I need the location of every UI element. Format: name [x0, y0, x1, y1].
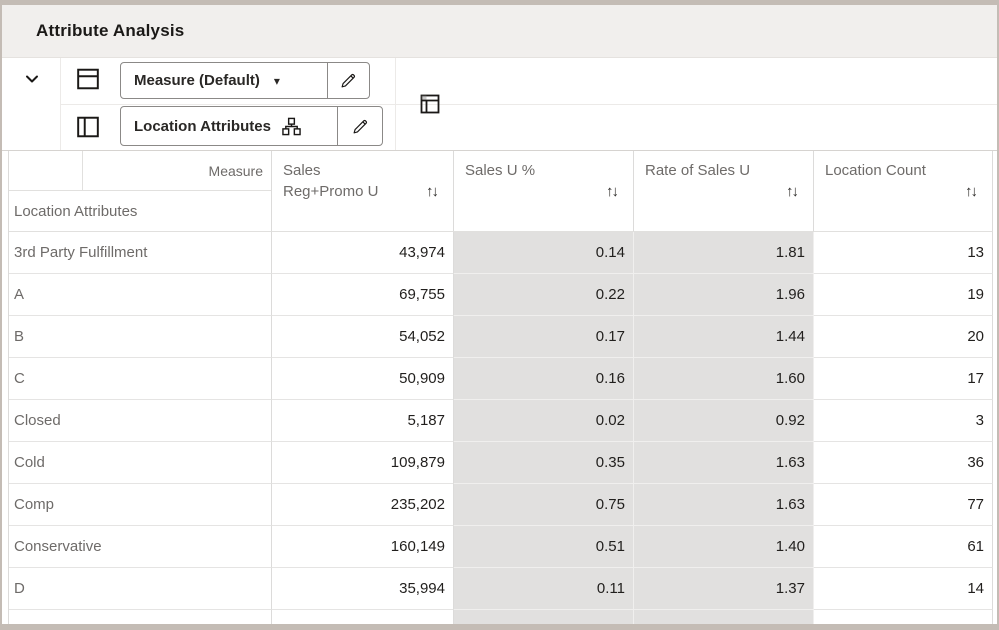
- cell-location-count[interactable]: 3: [814, 400, 993, 442]
- hierarchy-icon: [282, 117, 301, 136]
- pencil-icon: [340, 72, 357, 89]
- column-header-label: Sales: [283, 162, 321, 179]
- cell-sales-u-pct[interactable]: 0.16: [454, 358, 634, 400]
- table-row: D 35,994 0.11 1.37 14: [2, 568, 997, 610]
- cell-location-count[interactable]: 13: [814, 232, 993, 274]
- pivot-layout-icon[interactable]: [419, 93, 441, 115]
- cell-sales-u-pct[interactable]: 0.35: [454, 442, 634, 484]
- column-header-rate-of-sales-u: Rate of Sales U ↑↓: [634, 151, 814, 232]
- corner-top: Measure: [9, 151, 271, 191]
- title-bar: Attribute Analysis: [2, 5, 997, 58]
- cell-rate-of-sales-u[interactable]: 1.63: [634, 442, 814, 484]
- column-header-label: Reg+Promo U: [283, 183, 379, 200]
- row-label[interactable]: 3rd Party Fulfillment: [9, 232, 272, 274]
- cell-sales-reg-promo-u[interactable]: 50,909: [272, 358, 454, 400]
- cell-sales-u-pct[interactable]: 0.02: [454, 400, 634, 442]
- row-label[interactable]: A: [9, 274, 272, 316]
- cell-sales-reg-promo-u[interactable]: 160,149: [272, 526, 454, 568]
- axis-toolbar: Measure (Default) ▾ Location Attributes: [2, 58, 997, 151]
- row-label[interactable]: Conservative: [9, 526, 272, 568]
- table-row: B 54,052 0.17 1.44 20: [2, 316, 997, 358]
- right-gutter: [993, 151, 997, 232]
- measure-axis-dropdown[interactable]: Measure (Default) ▾: [121, 63, 327, 98]
- measure-axis-edit-button[interactable]: [327, 63, 369, 98]
- row-label[interactable]: D: [9, 568, 272, 610]
- cell-sales-reg-promo-u[interactable]: 5,187: [272, 400, 454, 442]
- cell-rate-of-sales-u[interactable]: 1.44: [634, 316, 814, 358]
- table-row: Closed 5,187 0.02 0.92 3: [2, 400, 997, 442]
- cell-sales-u-pct[interactable]: 0.14: [454, 232, 634, 274]
- table-row: 3rd Party Fulfillment 43,974 0.14 1.81 1…: [2, 232, 997, 274]
- cell-sales-reg-promo-u[interactable]: 109,879: [272, 442, 454, 484]
- table-row-clipped: [2, 610, 997, 624]
- cell-location-count[interactable]: 17: [814, 358, 993, 400]
- columns-axis-title: Measure: [208, 162, 263, 179]
- attribute-axis-button-group: Location Attributes: [120, 106, 383, 146]
- column-header-label: Rate of Sales U: [645, 162, 751, 179]
- cell-rate-of-sales-u[interactable]: 1.60: [634, 358, 814, 400]
- row-label[interactable]: Closed: [9, 400, 272, 442]
- cell-sales-reg-promo-u[interactable]: 54,052: [272, 316, 454, 358]
- rows-axis-icon[interactable]: [76, 67, 100, 91]
- column-header-sales-reg-promo-u: Sales Reg+Promo U ↑↓: [272, 151, 454, 232]
- cell-sales-reg-promo-u[interactable]: 235,202: [272, 484, 454, 526]
- column-header-location-count: Location Count ↑↓: [814, 151, 993, 232]
- pencil-icon: [352, 118, 369, 135]
- rows-axis-title: Location Attributes: [14, 202, 138, 220]
- cell-location-count[interactable]: 36: [814, 442, 993, 484]
- sort-icon[interactable]: ↑↓: [606, 183, 619, 200]
- cell-location-count[interactable]: 19: [814, 274, 993, 316]
- row-label[interactable]: C: [9, 358, 272, 400]
- page-title: Attribute Analysis: [36, 21, 185, 40]
- table-row: Conservative 160,149 0.51 1.40 61: [2, 526, 997, 568]
- cell-sales-reg-promo-u[interactable]: 69,755: [272, 274, 454, 316]
- cell-rate-of-sales-u[interactable]: 1.40: [634, 526, 814, 568]
- cell-rate-of-sales-u[interactable]: 1.37: [634, 568, 814, 610]
- cell-sales-u-pct[interactable]: 0.22: [454, 274, 634, 316]
- cell-location-count[interactable]: 77: [814, 484, 993, 526]
- collapse-chevron-down-icon[interactable]: [22, 69, 42, 89]
- row-label[interactable]: Cold: [9, 442, 272, 484]
- cell-rate-of-sales-u[interactable]: 0.92: [634, 400, 814, 442]
- column-header-sales-u-pct: Sales U % ↑↓: [454, 151, 634, 232]
- sort-icon[interactable]: ↑↓: [786, 183, 799, 200]
- corner-spacer: [9, 151, 83, 190]
- cell-sales-reg-promo-u[interactable]: 35,994: [272, 568, 454, 610]
- cell-rate-of-sales-u[interactable]: 1.81: [634, 232, 814, 274]
- attribute-axis-label: Location Attributes: [134, 117, 271, 135]
- left-gutter: [2, 151, 9, 232]
- cell-location-count[interactable]: 14: [814, 568, 993, 610]
- table-row: A 69,755 0.22 1.96 19: [2, 274, 997, 316]
- table-row: Cold 109,879 0.35 1.63 36: [2, 442, 997, 484]
- cell-sales-u-pct[interactable]: 0.17: [454, 316, 634, 358]
- attribute-axis-edit-button[interactable]: [337, 107, 382, 145]
- table-row: Comp 235,202 0.75 1.63 77: [2, 484, 997, 526]
- row-label[interactable]: Comp: [9, 484, 272, 526]
- column-header-label: Location Count: [825, 162, 926, 179]
- sort-icon[interactable]: ↑↓: [965, 183, 978, 200]
- cell-sales-u-pct[interactable]: 0.75: [454, 484, 634, 526]
- cell-sales-u-pct[interactable]: 0.51: [454, 526, 634, 568]
- sort-icon[interactable]: ↑↓: [426, 183, 439, 200]
- cell-rate-of-sales-u[interactable]: 1.63: [634, 484, 814, 526]
- cell-sales-u-pct[interactable]: 0.11: [454, 568, 634, 610]
- table-header-row: Measure Location Attributes Sales Reg+Pr…: [2, 151, 997, 232]
- measure-axis-button-group: Measure (Default) ▾: [120, 62, 370, 99]
- caret-down-icon: ▾: [273, 73, 280, 88]
- toolbar-divider: [60, 104, 997, 105]
- corner-header-cell: Measure Location Attributes: [9, 151, 272, 232]
- cell-location-count[interactable]: 61: [814, 526, 993, 568]
- attribute-axis-dropdown[interactable]: Location Attributes: [121, 107, 337, 145]
- measure-axis-label: Measure (Default): [134, 72, 260, 89]
- row-label[interactable]: B: [9, 316, 272, 358]
- columns-axis-icon[interactable]: [76, 115, 100, 139]
- cell-sales-reg-promo-u[interactable]: 43,974: [272, 232, 454, 274]
- cell-location-count[interactable]: 20: [814, 316, 993, 358]
- table-row: C 50,909 0.16 1.60 17: [2, 358, 997, 400]
- column-header-label: Sales U %: [465, 162, 536, 179]
- cell-rate-of-sales-u[interactable]: 1.96: [634, 274, 814, 316]
